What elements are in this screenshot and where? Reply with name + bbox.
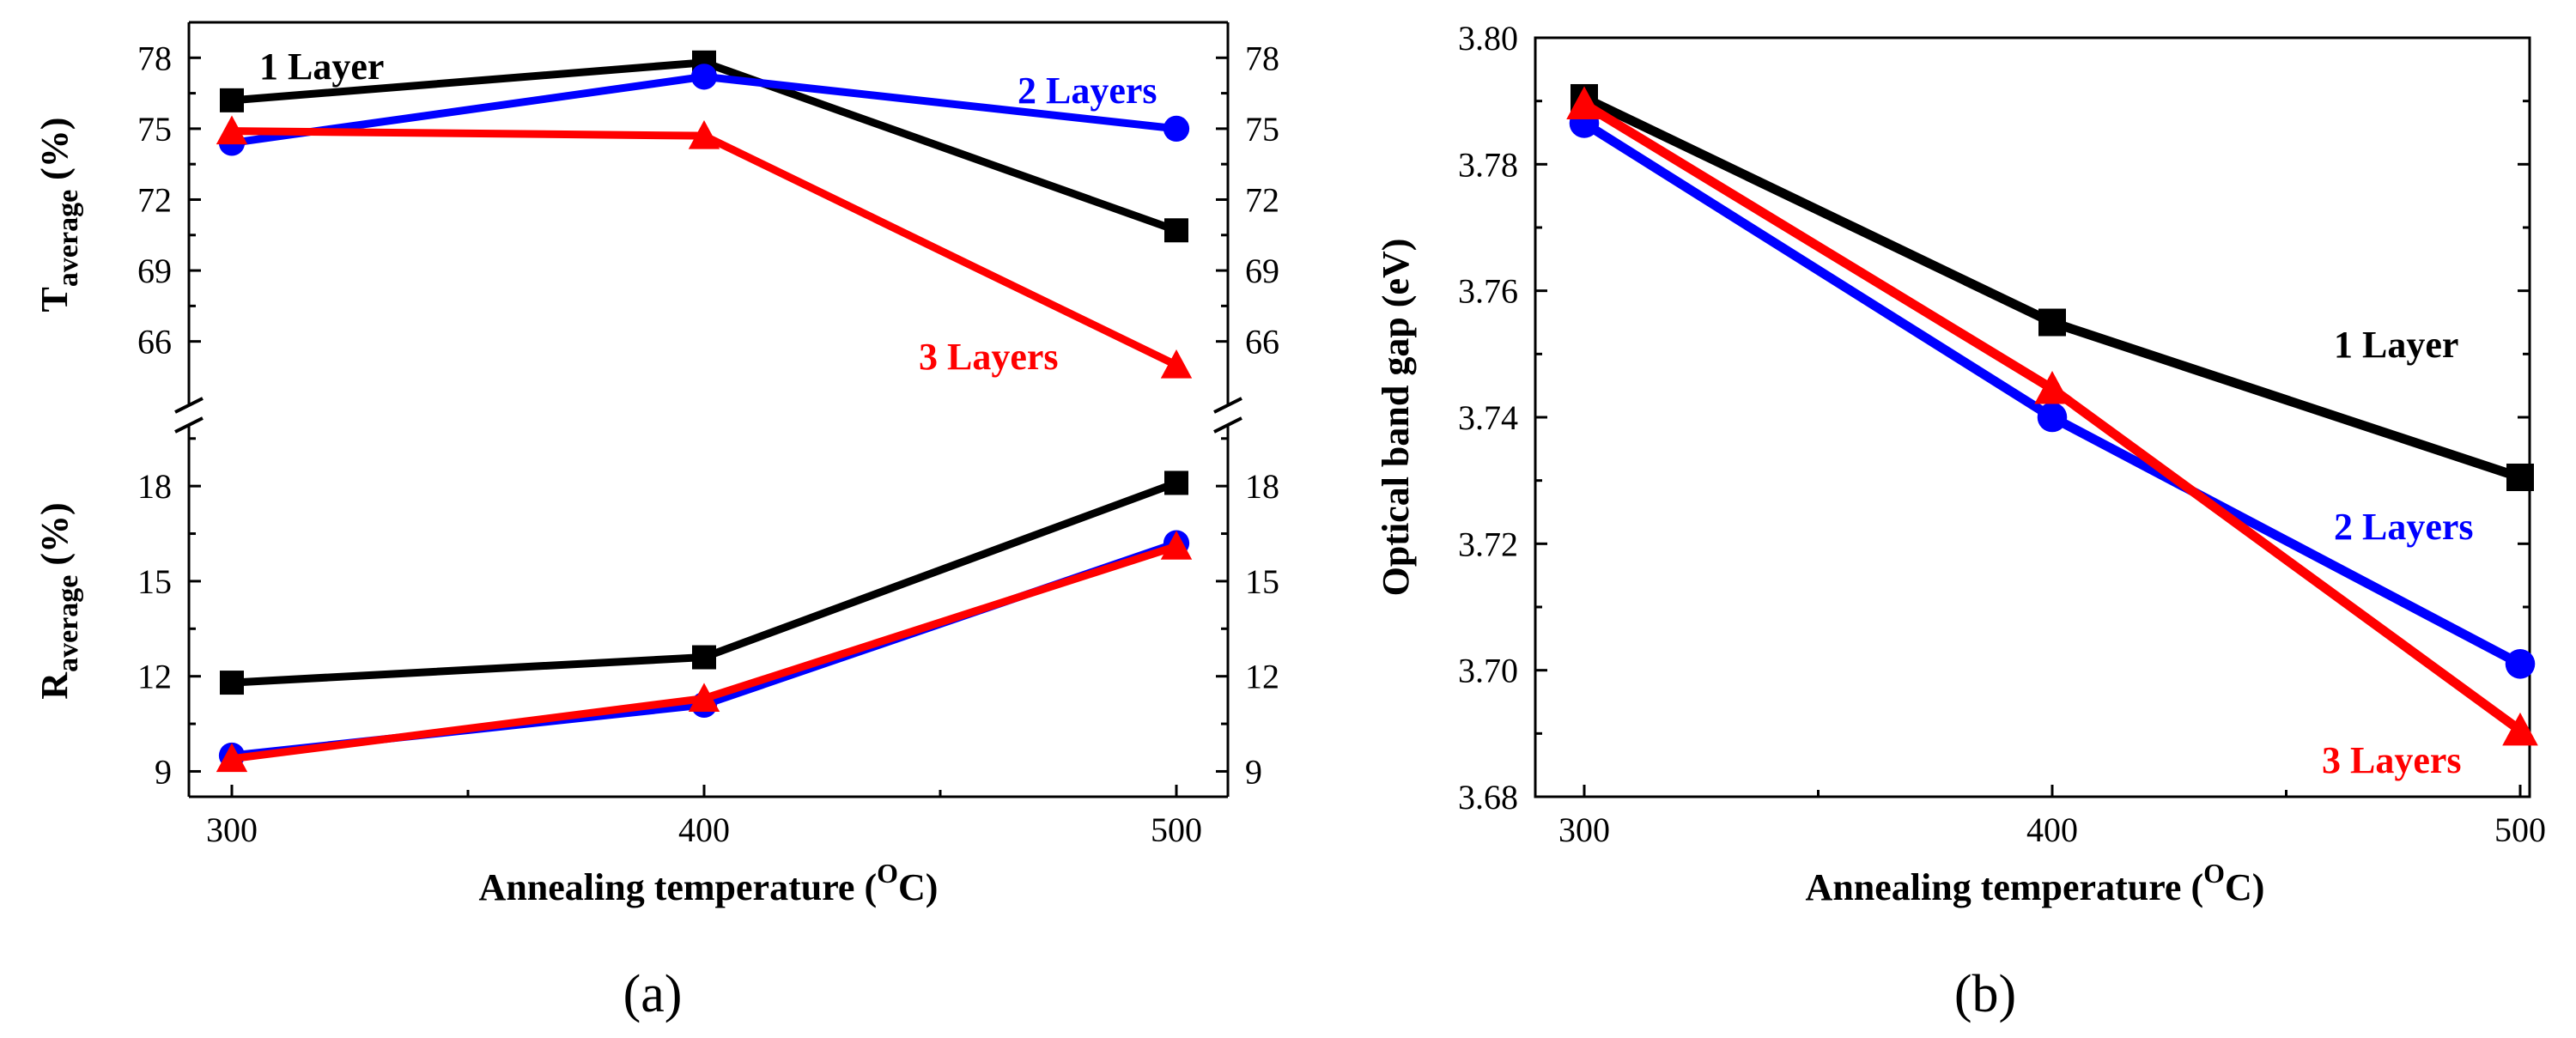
transmittance-point-1-layer [220, 88, 244, 112]
x-tick-label: 300 [1558, 810, 1610, 849]
bandgap-point-2-layers [2037, 402, 2068, 433]
y-tick-label: 3.72 [1458, 525, 1518, 563]
y-tick-label: 3.80 [1458, 19, 1518, 58]
bandgap-point-3-layers [2034, 371, 2070, 404]
y-tick-label: 3.70 [1458, 652, 1518, 690]
bandgap-point-1-layer [2038, 308, 2066, 337]
panel-b-series [1566, 83, 2538, 746]
transmittance-point-3-layers [1160, 349, 1193, 379]
transmittance-line-3-layers [231, 127, 1178, 369]
y-tick-label: 15 [137, 562, 172, 601]
y-tick-label: 75 [137, 110, 172, 149]
reflectance-point-3-layers [216, 743, 248, 773]
y-tick-label: 12 [137, 658, 172, 696]
panel-a-x-axis-title: Annealing temperature (OC) [479, 858, 939, 908]
y-tick-label: 3.74 [1458, 398, 1518, 437]
y-tick-label-right: 78 [1245, 39, 1279, 77]
transmittance-point-3-layers [688, 119, 720, 149]
series-label-3-layers: 3 Layers [2322, 739, 2462, 781]
series-label-1-layer: 1 Layer [259, 46, 384, 88]
x-tick-label: 400 [2026, 810, 2078, 849]
reflectance-point-1-layer [1164, 470, 1188, 495]
panel-a-frame [187, 21, 1230, 798]
x-tick-label: 500 [2494, 810, 2546, 849]
reflectance-point-1-layer [220, 671, 244, 695]
y-tick-label: 18 [137, 467, 172, 506]
reflectance-point-3-layers [688, 683, 720, 713]
left-break-mark [174, 416, 204, 434]
panel-a-label: (a) [623, 965, 683, 1023]
x-tick-label: 400 [678, 810, 730, 849]
right-break-mark [1213, 416, 1242, 434]
panel-a-lower-y-axis-title: Raverage (%) [33, 502, 84, 699]
y-tick-label: 3.76 [1458, 272, 1518, 311]
y-tick-label-right: 12 [1245, 658, 1279, 696]
panel-a-axis-break [174, 397, 1242, 434]
bandgap-point-2-layers [2505, 649, 2536, 679]
x-tick-label: 500 [1151, 810, 1202, 849]
bandgap-point-1-layer [2506, 463, 2534, 491]
reflectance-point-1-layer [692, 645, 716, 670]
y-tick-label-right: 9 [1245, 752, 1262, 791]
reflectance-point-3-layers [1160, 531, 1193, 560]
panel-a-series [216, 50, 1193, 773]
series-label-2-layers: 2 Layers [2334, 506, 2474, 548]
y-tick-label: 69 [137, 252, 172, 290]
y-tick-label-right: 15 [1245, 562, 1279, 601]
panel-a: 300 400 500 66 66 69 69 72 72 75 75 78 78 9 9 12 12 15 15 1… [33, 21, 1279, 1023]
y-tick-label-right: 18 [1245, 467, 1279, 506]
y-tick-label-right: 69 [1245, 252, 1279, 290]
x-tick-label: 300 [206, 810, 258, 849]
y-tick-label: 78 [137, 39, 172, 77]
series-label-2-layers: 2 Layers [1018, 70, 1157, 112]
series-label-1-layer: 1 Layer [2334, 324, 2458, 366]
bandgap-point-3-layers [1566, 86, 1602, 120]
panel-a-upper-y-axis-title: Taverage (%) [33, 118, 84, 313]
transmittance-point-2-layers [690, 64, 718, 90]
y-tick-label: 3.78 [1458, 145, 1518, 184]
panel-b-y-axis-title: Optical band gap (eV) [1375, 239, 1417, 597]
y-tick-label: 72 [137, 180, 172, 219]
panel-b-frame [1534, 36, 2531, 798]
transmittance-point-2-layers [1163, 115, 1190, 143]
panel-b-label: (b) [1954, 965, 2016, 1023]
transmittance-point-3-layers [216, 115, 248, 145]
transmittance-point-1-layer [1164, 218, 1188, 243]
panel-b-ticks: 300 400 500 3.68 3.70 3.72 3.74 3.76 3.78 3.80 [1458, 19, 2546, 849]
y-tick-label-right: 66 [1245, 323, 1279, 361]
y-tick-label: 9 [155, 752, 172, 791]
y-tick-label: 3.68 [1458, 778, 1518, 816]
panel-b-x-axis-title: Annealing temperature (OC) [1806, 858, 2265, 908]
y-tick-label-right: 75 [1245, 110, 1279, 149]
panel-a-ticks: 300 400 500 66 66 69 69 72 72 75 75 78 78 9 9 12 12 15 15 1… [137, 39, 1279, 849]
panel-b: 300 400 500 3.68 3.70 3.72 3.74 3.76 3.78 3.80 1 … [1375, 19, 2546, 1023]
y-tick-label: 66 [137, 323, 172, 361]
bandgap-point-3-layers [2502, 712, 2538, 746]
series-label-3-layers: 3 Layers [919, 336, 1059, 378]
right-break-mark [1213, 397, 1242, 414]
left-break-mark [174, 397, 204, 414]
y-tick-label-right: 72 [1245, 180, 1279, 219]
